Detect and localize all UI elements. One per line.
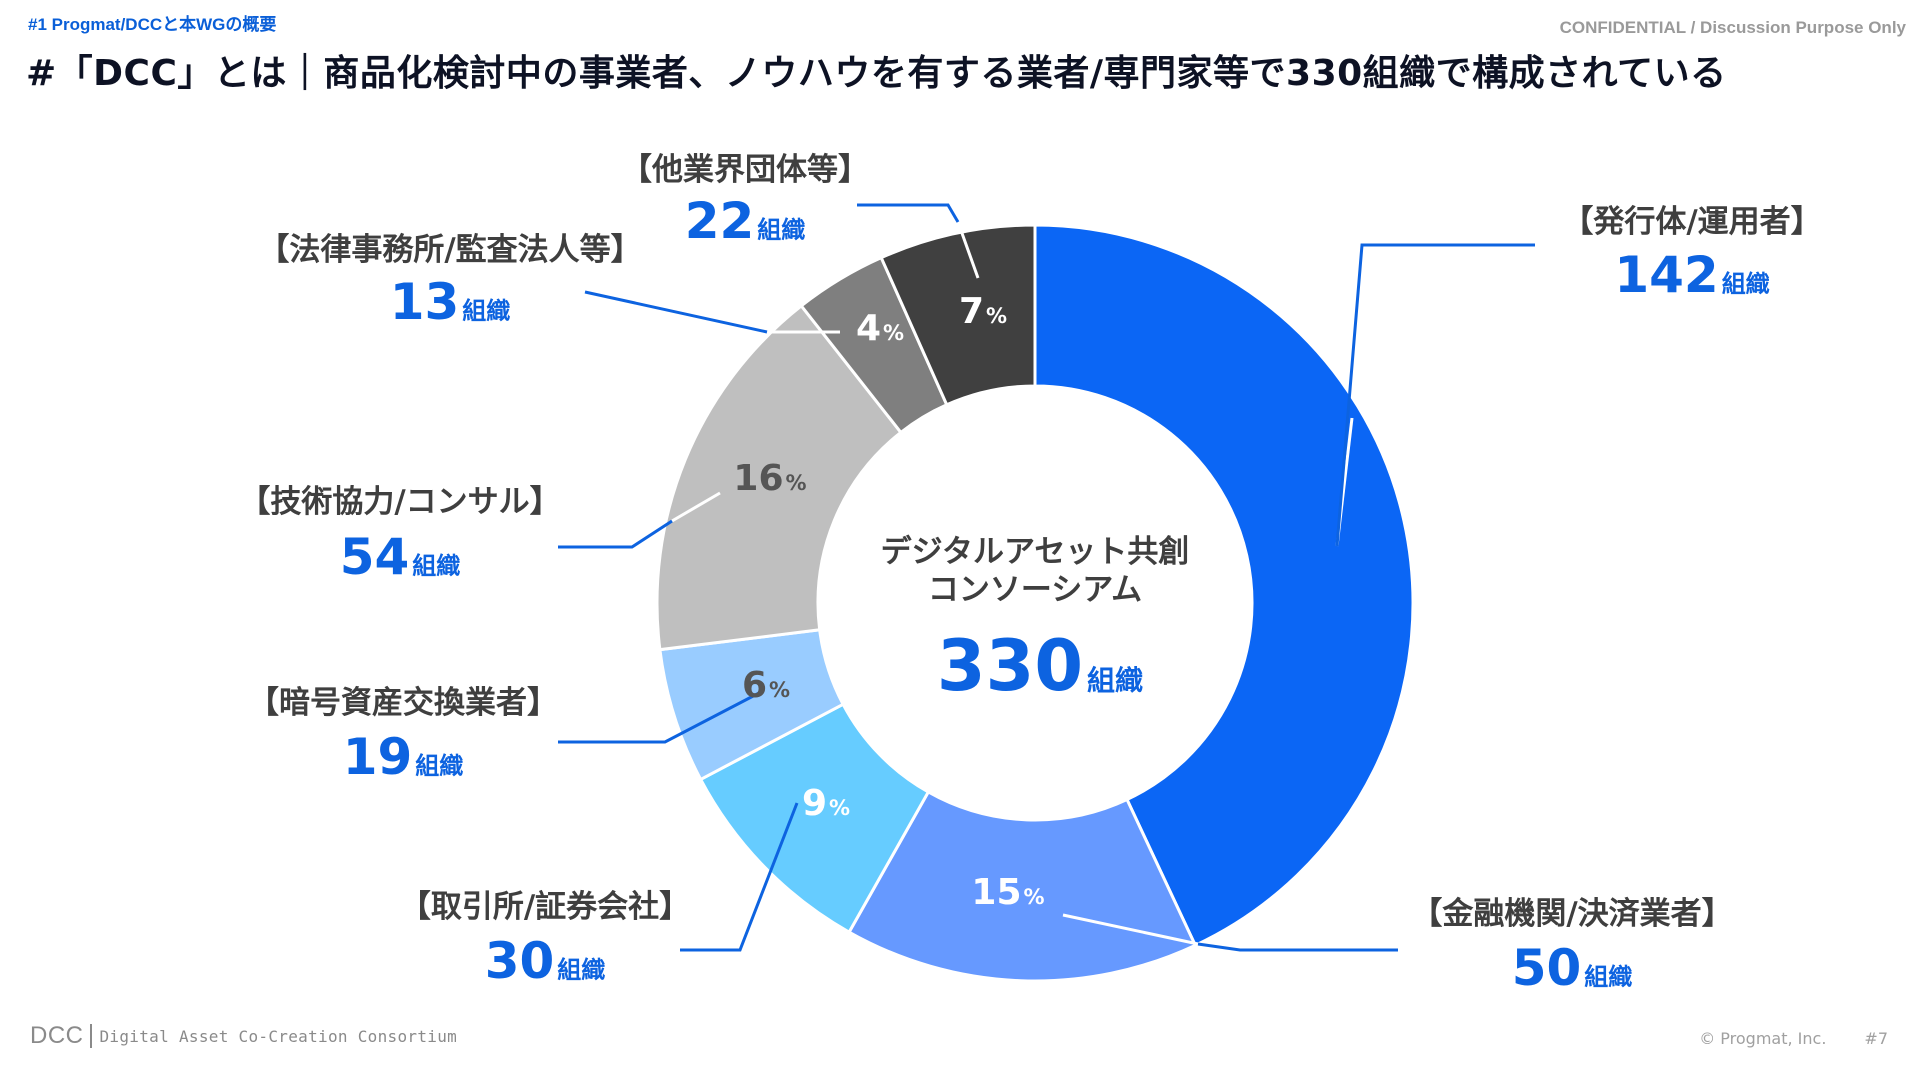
percent-value: 4 [856, 308, 881, 349]
count-value: 19 [343, 728, 413, 786]
center-total-unit: 組織 [1087, 664, 1143, 697]
page-number: #7 [1864, 1029, 1888, 1048]
count-unit: 組織 [462, 297, 510, 325]
category-count: 50 組織 [1512, 939, 1633, 997]
category-label: 【法律事務所/監査法人等】 [258, 232, 641, 268]
leader-line [1335, 243, 1535, 547]
count-unit: 組織 [1584, 963, 1632, 991]
leader-lines [558, 203, 1535, 952]
percent-value: 15 [971, 872, 1021, 913]
leader-line [558, 691, 760, 744]
percent-label: 15% [971, 872, 1044, 913]
category-label: 【技術協力/コンサル】 [239, 484, 560, 520]
donut-slice [879, 223, 1037, 407]
leader-line [857, 203, 960, 223]
percent-labels: 43%15%9%6%16%4%7% [733, 291, 1134, 913]
count-value: 13 [390, 273, 460, 331]
donut-slice [847, 789, 1198, 983]
percent-symbol: % [829, 796, 850, 820]
category-count: 22 組織 [685, 192, 806, 250]
percent-label: 7% [959, 291, 1007, 332]
center-title-line-1: デジタルアセット共創 [881, 534, 1190, 570]
count-unit: 組織 [412, 552, 460, 580]
leader-line-inner [956, 221, 980, 279]
count-value: 142 [1614, 246, 1718, 304]
category-label: 【取引所/証券会社】 [400, 889, 690, 925]
category-count: 30 組織 [485, 932, 606, 990]
percent-label: 9% [802, 783, 850, 824]
leader-line [558, 519, 673, 549]
donut-slices [655, 223, 1415, 983]
leader-line [584, 290, 768, 334]
percent-symbol: % [1024, 885, 1045, 909]
category-label: 【暗号資産交換業者】 [248, 685, 558, 721]
count-unit: 組織 [1722, 270, 1770, 298]
center-total: 330 組織 [937, 625, 1143, 707]
page-title: #「DCC」とは｜商品化検討中の事業者、ノウハウを有する業者/専門家等で330組… [26, 53, 1727, 94]
count-value: 50 [1512, 939, 1582, 997]
leader-line-inner [671, 491, 721, 523]
donut-center: デジタルアセット共創 コンソーシアム 330 組織 [881, 534, 1190, 707]
count-unit: 組織 [557, 956, 605, 984]
category-labels: 【発行体/運用者】142 組織【金融機関/決済業者】50 組織【取引所/証券会社】3… [239, 152, 1821, 997]
count-unit: 組織 [415, 752, 463, 780]
category-label: 【他業界団体等】 [621, 152, 869, 188]
footer-subtitle: Digital Asset Co-Creation Consortium [99, 1026, 458, 1046]
donut-slice [1033, 223, 1415, 948]
leader-line-inner [1062, 913, 1199, 946]
donut-slice [655, 303, 903, 652]
copyright: © Progmat, Inc. [1699, 1029, 1827, 1048]
center-title-line-2: コンソーシアム [928, 572, 1142, 608]
count-value: 22 [685, 192, 755, 250]
footer-brand: DCC Digital Asset Co-Creation Consortium [30, 1022, 457, 1050]
percent-value: 6 [742, 665, 767, 706]
section-label: #1 Progmat/DCCと本WGの概要 [28, 15, 277, 34]
category-count: 142 組織 [1614, 246, 1769, 304]
percent-label: 4% [856, 308, 904, 349]
percent-value: 43 [1061, 560, 1111, 601]
confidential-notice: CONFIDENTIAL / Discussion Purpose Only [1559, 18, 1906, 37]
category-count: 54 組織 [340, 528, 461, 586]
count-value: 54 [340, 528, 410, 586]
footer-divider [89, 1024, 92, 1048]
percent-value: 9 [802, 783, 827, 824]
center-total-number: 330 [937, 625, 1083, 707]
category-label: 【発行体/運用者】 [1562, 204, 1821, 240]
percent-symbol: % [786, 471, 807, 495]
percent-value: 7 [959, 291, 984, 332]
leader-line [680, 802, 799, 952]
count-value: 30 [485, 932, 555, 990]
category-count: 19 組織 [343, 728, 464, 786]
percent-value: 16 [733, 458, 783, 499]
percent-symbol: % [1114, 573, 1135, 597]
percent-label: 6% [742, 665, 790, 706]
count-unit: 組織 [757, 216, 805, 244]
percent-label: 43% [1061, 560, 1134, 601]
category-count: 13 組織 [390, 273, 511, 331]
percent-symbol: % [883, 321, 904, 345]
percent-symbol: % [986, 304, 1007, 328]
leader-line [1197, 942, 1398, 952]
footer-logo: DCC [30, 1022, 84, 1049]
category-label: 【金融機関/決済業者】 [1411, 896, 1732, 932]
percent-label: 16% [733, 458, 806, 499]
percent-symbol: % [769, 678, 790, 702]
footer-meta: © Progmat, Inc. #7 [1699, 1029, 1888, 1048]
